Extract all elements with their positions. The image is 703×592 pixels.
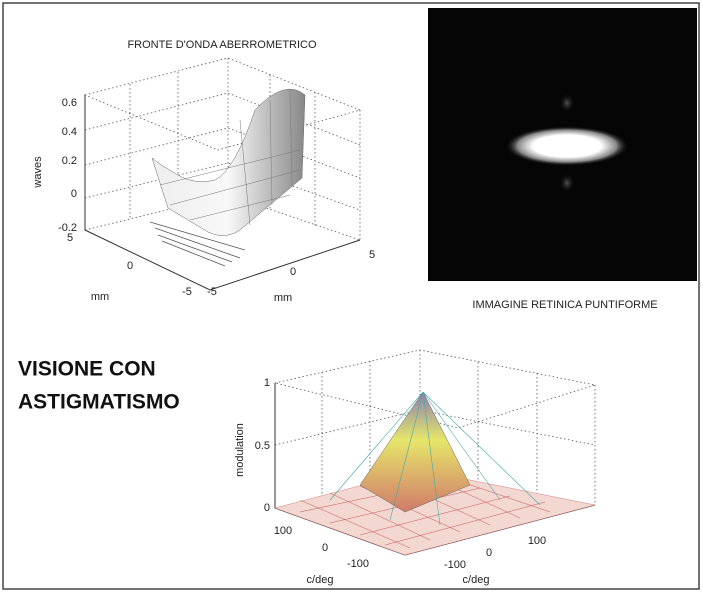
page: IMMAGINE RETINICA PUNTIFORME VISIONE CON…	[0, 0, 703, 592]
wavefront-plot	[85, 58, 360, 290]
y-tick-label: 0	[486, 547, 492, 559]
x-tick-label: 5	[67, 232, 73, 244]
z-axis-label: modulation	[234, 423, 246, 477]
heading-line: ASTIGMATISMO	[18, 391, 180, 414]
z-tick-label: 1	[264, 377, 270, 389]
z-axis-label: waves	[32, 156, 44, 189]
z-tick-label: 0.2	[62, 155, 77, 167]
y-tick-label: 0	[290, 266, 296, 278]
z-tick-label: 0	[71, 188, 77, 200]
x-axis-label: c/deg	[307, 574, 334, 586]
x-tick-label: -5	[182, 286, 192, 298]
z-tick-label: 0.4	[62, 126, 77, 138]
plot-title: FRONTE D'ONDA ABERROMETRICO	[127, 39, 317, 51]
mtf-plot	[275, 350, 595, 555]
y-axis-label: c/deg	[463, 574, 490, 586]
y-tick-label: -100	[444, 559, 466, 571]
z-tick-label: 0.5	[255, 440, 270, 452]
z-tick-label: 0	[264, 502, 270, 514]
x-tick-label: -100	[347, 558, 369, 570]
x-tick-label: 0	[322, 542, 328, 554]
y-tick-label: 5	[369, 249, 375, 261]
y-axis-label: mm	[274, 292, 292, 304]
heading-line: VISIONE CON	[18, 358, 156, 381]
x-axis-label: mm	[91, 291, 109, 303]
z-tick-label: 0.6	[62, 97, 77, 109]
x-tick-label: 100	[274, 525, 292, 537]
psf-side-lobe	[559, 173, 575, 193]
x-tick-label: 0	[127, 260, 133, 272]
psf-caption: IMMAGINE RETINICA PUNTIFORME	[472, 299, 657, 311]
psf-side-lobe	[559, 93, 575, 113]
psf-spot	[505, 126, 629, 166]
y-tick-label: 100	[528, 535, 546, 547]
y-tick-label: -5	[207, 286, 217, 298]
